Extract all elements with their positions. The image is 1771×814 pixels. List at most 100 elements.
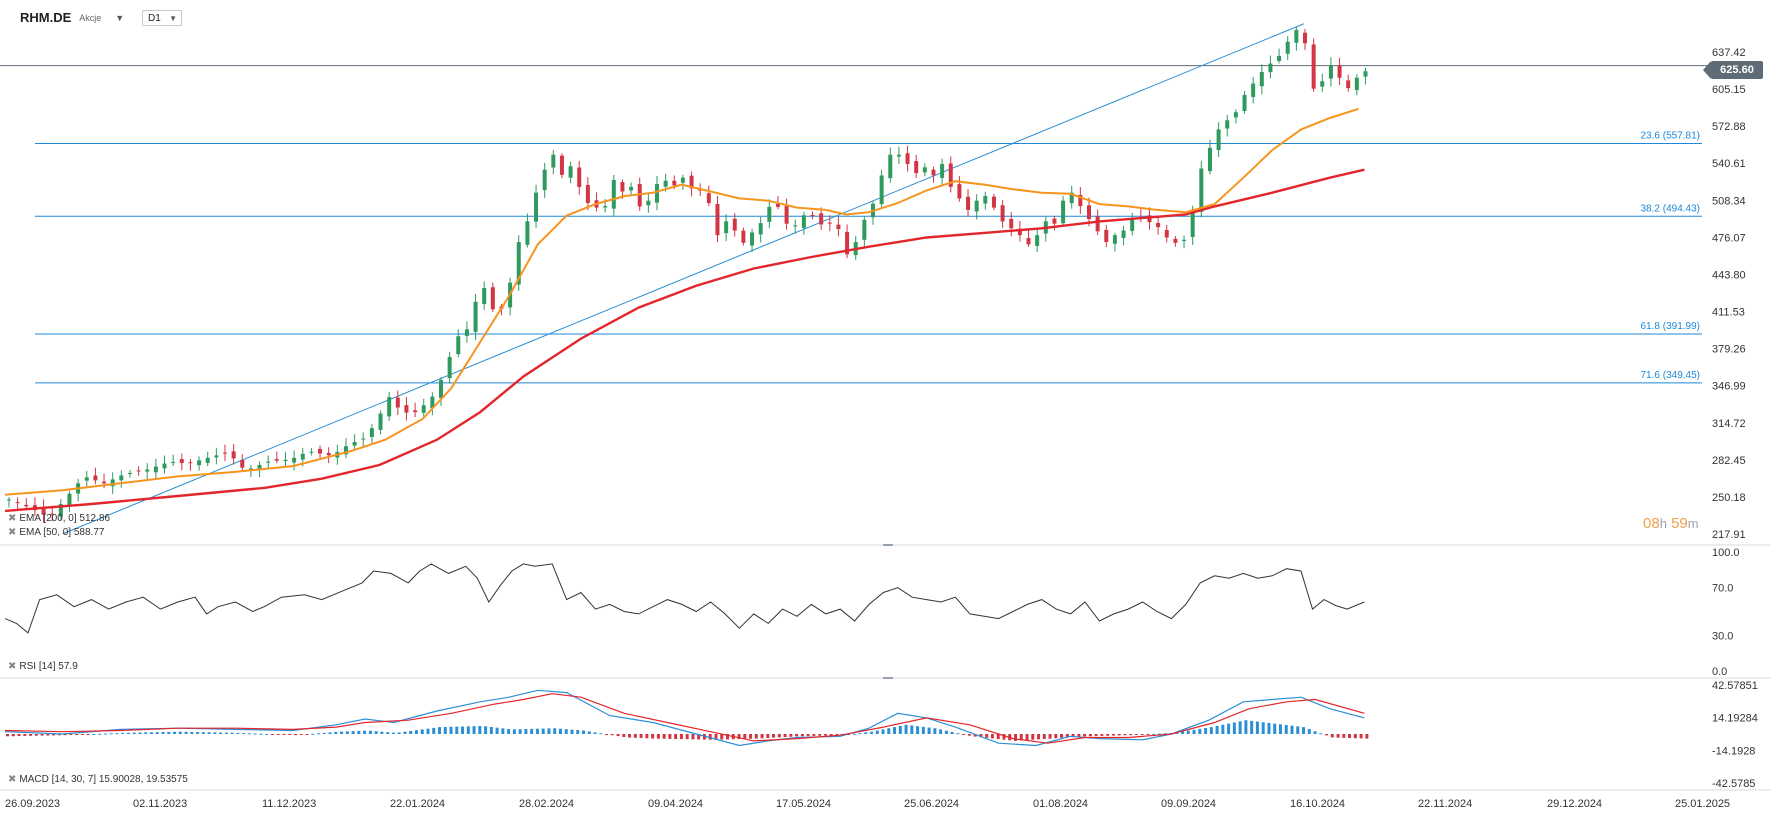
macd-histogram-bar	[587, 731, 591, 734]
macd-histogram-bar	[173, 731, 177, 734]
macd-histogram-bar	[996, 734, 1000, 740]
macd-signal-line	[4, 693, 1365, 744]
macd-histogram-bar	[599, 733, 603, 735]
macd-histogram-bar	[276, 734, 280, 735]
macd-histogram-bar	[927, 727, 931, 734]
candle-body	[845, 231, 850, 255]
macd-histogram-bar	[668, 734, 672, 739]
candle-body	[1009, 218, 1014, 229]
macd-histogram-bar	[1158, 733, 1161, 735]
candle-body	[24, 504, 29, 507]
candle-body	[67, 493, 72, 507]
candle-body	[974, 200, 979, 212]
close-icon[interactable]: ✖	[8, 527, 17, 538]
macd-histogram-bar	[875, 730, 879, 734]
macd-histogram-bar	[265, 734, 269, 735]
candle-body	[1182, 239, 1187, 241]
candle-body	[1078, 194, 1083, 207]
rsi-tick-label: 30.0	[1712, 630, 1733, 642]
macd-histogram-bar	[512, 729, 516, 734]
candle-body	[551, 154, 556, 168]
macd-histogram-bar	[351, 731, 355, 734]
candle-body	[205, 457, 210, 463]
close-icon[interactable]: ✖	[8, 661, 17, 672]
macd-histogram-bar	[167, 731, 171, 734]
macd-histogram-bar	[1330, 734, 1334, 738]
close-icon[interactable]: ✖	[8, 513, 17, 524]
macd-histogram-bar	[1232, 722, 1236, 734]
macd-histogram-bar	[766, 734, 770, 738]
macd-histogram-bar	[403, 731, 407, 734]
ema200-line	[4, 168, 1365, 513]
macd-histogram-bar	[582, 730, 585, 734]
price-tick-label: 411.53	[1712, 307, 1745, 319]
macd-histogram-bar	[340, 731, 344, 734]
candle-body	[93, 475, 98, 481]
candle-body	[1112, 235, 1117, 244]
macd-histogram-bar	[651, 734, 655, 739]
macd-histogram-bar	[1198, 728, 1202, 734]
macd-histogram-bar	[1244, 720, 1248, 735]
trendline	[62, 23, 1305, 535]
macd-histogram-bar	[1284, 725, 1288, 734]
symbol-selector[interactable]: RHM.DE Akcje ▼	[20, 10, 124, 25]
price-tick-label: 443.80	[1712, 269, 1746, 281]
candle-body	[162, 463, 167, 469]
symbol-name: RHM.DE	[20, 10, 72, 25]
timeframe-value: D1	[148, 13, 161, 24]
price-tick-label: 476.07	[1712, 232, 1746, 244]
macd-histogram-bar	[75, 734, 79, 735]
candle-body	[464, 329, 469, 336]
candle-body	[810, 215, 815, 217]
macd-histogram-bar	[282, 734, 286, 735]
candle-body	[58, 504, 63, 517]
macd-histogram-bar	[432, 727, 436, 734]
candle-body	[698, 189, 703, 191]
candle-body	[905, 153, 910, 164]
macd-histogram-bar	[1250, 720, 1254, 735]
macd-histogram-bar	[605, 734, 609, 735]
macd-histogram-bar	[726, 734, 729, 740]
timeframe-select[interactable]: D1 ▼	[142, 10, 182, 26]
candle-body	[482, 288, 487, 305]
macd-histogram-bar	[1083, 734, 1087, 737]
candle-body	[542, 169, 547, 191]
macd-tick-label: 42.57851	[1712, 680, 1758, 692]
macd-histogram-bar	[311, 733, 315, 735]
candle-body	[957, 184, 962, 199]
macd-histogram-bar	[305, 734, 309, 735]
rsi-tick-label: 0.0	[1712, 666, 1727, 678]
candle-body	[1225, 120, 1230, 129]
macd-histogram-bar	[887, 728, 891, 734]
macd-histogram-bar	[242, 733, 246, 735]
close-icon[interactable]: ✖	[8, 774, 17, 785]
candle-body	[413, 410, 418, 413]
macd-histogram-bar	[1077, 734, 1081, 737]
chevron-down-icon[interactable]: ▼	[115, 12, 125, 23]
macd-histogram-bar	[1181, 731, 1185, 734]
macd-histogram-bar	[501, 728, 505, 734]
macd-histogram-bar	[858, 733, 862, 735]
macd-histogram-bar	[121, 732, 125, 734]
macd-histogram-bar	[132, 732, 136, 734]
date-tick-label: 09.04.2024	[648, 798, 703, 810]
macd-histogram-bar	[697, 734, 701, 740]
macd-histogram-bar	[495, 727, 499, 734]
macd-histogram-bar	[633, 734, 637, 738]
macd-histogram-bar	[933, 728, 937, 734]
candle-body	[896, 154, 901, 157]
macd-histogram-bar	[812, 734, 816, 736]
candle-body	[145, 469, 150, 472]
date-tick-label: 25.01.2025	[1675, 798, 1730, 810]
macd-histogram-bar	[1302, 727, 1305, 734]
macd-tick-label: 14.19284	[1712, 713, 1758, 725]
macd-histogram-bar	[391, 732, 395, 734]
macd-histogram-bar	[507, 729, 511, 734]
candle-body	[767, 206, 772, 222]
price-tick-label: 250.18	[1712, 492, 1746, 504]
price-tick-label: 637.42	[1712, 47, 1746, 59]
macd-histogram-bar	[823, 734, 827, 736]
candle-body	[110, 479, 115, 487]
macd-histogram-bar	[1054, 734, 1058, 739]
